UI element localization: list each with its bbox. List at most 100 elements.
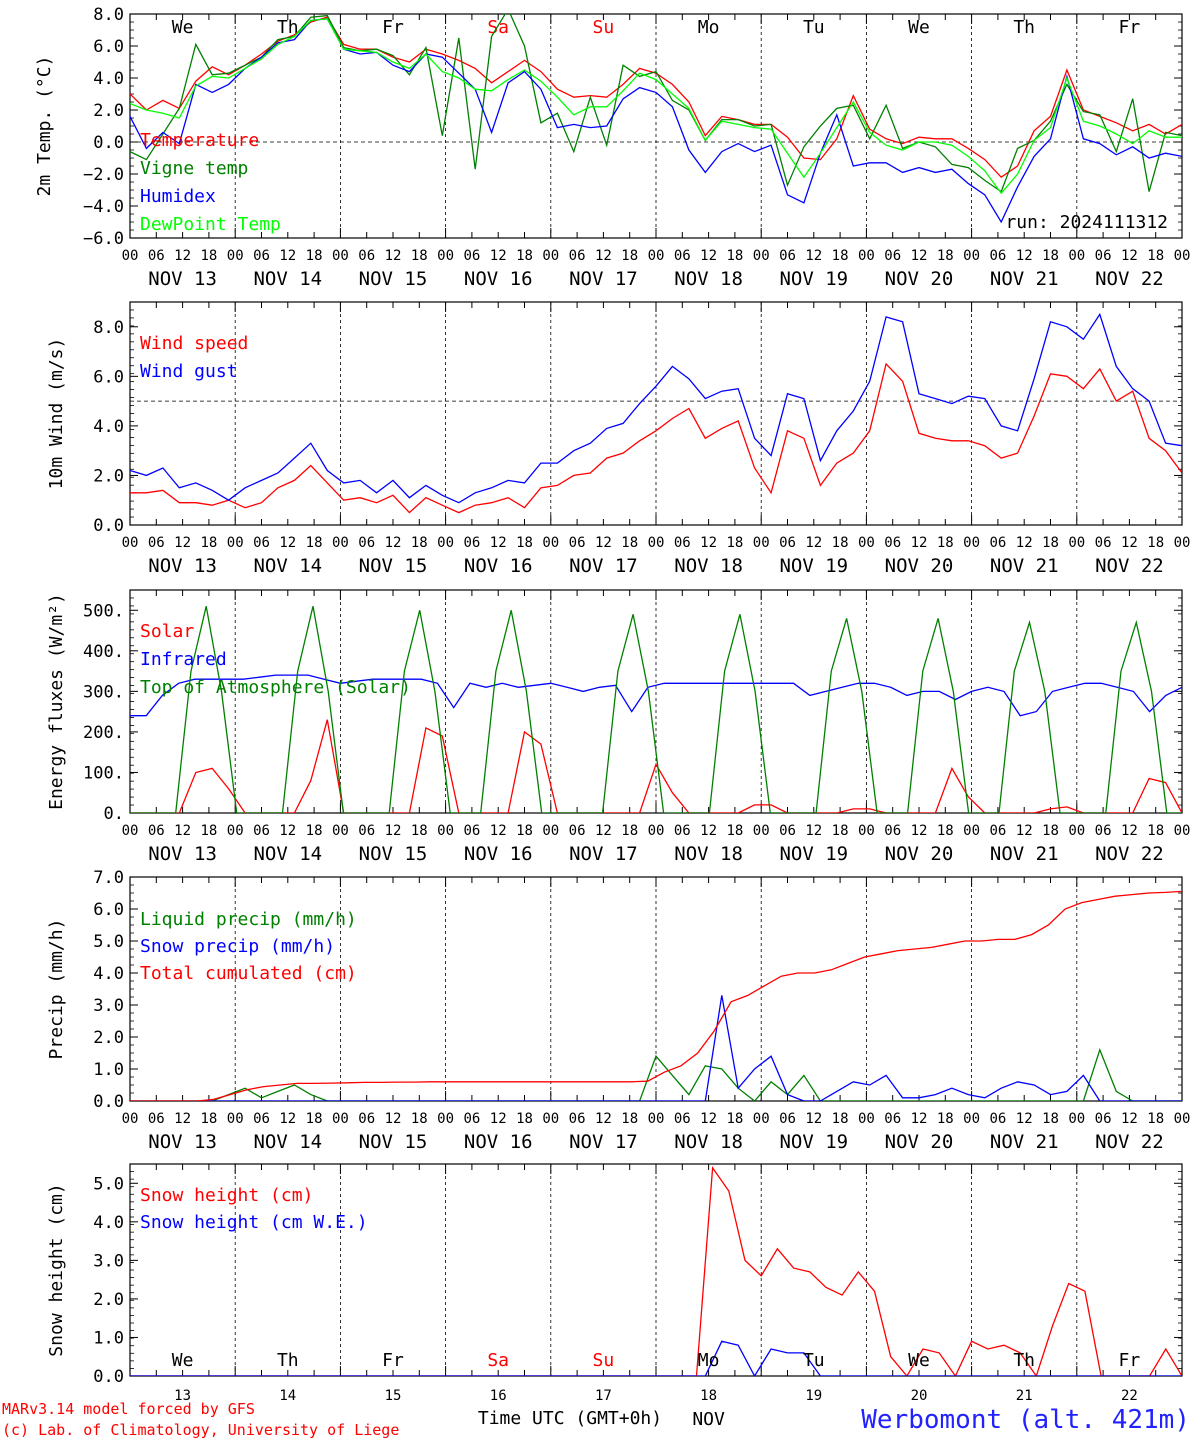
y-tick-label: 5.0 [93,1174,124,1194]
hour-tick-label: 00 [1068,823,1085,839]
plot-frame [129,13,1183,239]
series-liquid-precip-mm-h- [130,1047,1182,1101]
hour-tick-label: 06 [358,823,375,839]
y-tick-label: 5.0 [93,932,124,952]
hour-tick-label: 00 [332,248,349,264]
credit-line: MARv3.14 model forced by GFS [2,1400,255,1418]
day-label: NOV 19 [779,843,848,865]
series-top-of-atmosphere-solar- [130,606,1182,813]
day-label: NOV 13 [148,1131,217,1153]
hour-tick-label: 06 [779,535,796,551]
day-label: NOV 16 [464,1131,533,1153]
hour-tick-label: 00 [437,1111,454,1127]
hour-tick-label: 06 [358,1111,375,1127]
day-number-label: 17 [595,1388,612,1404]
y-axis-title: 2m Temp. (°C) [34,56,55,197]
day-label: NOV 18 [674,843,743,865]
day-label: NOV 19 [779,555,848,577]
hour-tick-label: 06 [674,535,691,551]
hour-tick-label: 12 [805,823,822,839]
day-label: NOV 15 [359,268,428,290]
y-tick-label: 3.0 [93,1251,124,1271]
hour-tick-label: 00 [122,1111,139,1127]
hour-tick-label: 18 [411,1111,428,1127]
hour-tick-label: 06 [463,823,480,839]
hour-tick-label: 12 [1121,535,1138,551]
hour-tick-label: 00 [542,823,559,839]
hour-tick-label: 00 [1068,535,1085,551]
day-label: NOV 22 [1095,1131,1164,1153]
hour-tick-label: 12 [490,535,507,551]
hour-tick-label: 12 [700,248,717,264]
hour-tick-label: 12 [595,1111,612,1127]
hour-tick-label: 06 [674,1111,691,1127]
hour-tick-label: 00 [227,823,244,839]
weekday-label: We [908,17,930,38]
hour-tick-label: 06 [779,823,796,839]
hour-tick-label: 06 [884,248,901,264]
y-tick-label: 0.0 [93,133,124,153]
series-total-cumulated-cm- [130,890,1182,1101]
hour-tick-label: 00 [227,535,244,551]
weekday-label: Mo [698,17,720,38]
hour-tick-label: 06 [779,1111,796,1127]
day-label: NOV 15 [359,555,428,577]
hour-tick-label: 00 [963,823,980,839]
hour-tick-label: 12 [911,248,928,264]
hour-tick-label: 06 [884,823,901,839]
hour-tick-label: 18 [1042,248,1059,264]
weekday-label: Sa [487,1350,509,1371]
day-label: NOV 17 [569,1131,638,1153]
hour-tick-label: 06 [148,248,165,264]
hour-tick-label: 18 [726,1111,743,1127]
hour-tick-label: 18 [726,248,743,264]
day-label: NOV 22 [1095,268,1164,290]
hour-tick-label: 00 [437,535,454,551]
day-label: NOV 16 [464,843,533,865]
hour-tick-label: 06 [358,535,375,551]
hour-tick-label: 12 [700,535,717,551]
hour-tick-label: 00 [437,823,454,839]
day-number-label: 20 [911,1388,928,1404]
day-label: NOV 17 [569,843,638,865]
day-label: NOV 16 [464,555,533,577]
hour-tick-label: 12 [279,823,296,839]
y-tick-label: 4.0 [93,964,124,984]
hour-tick-label: 18 [832,248,849,264]
y-tick-label: 3.0 [93,996,124,1016]
day-label: NOV 21 [990,843,1059,865]
hour-tick-label: 06 [1095,535,1112,551]
y-tick-label: 100. [83,763,124,783]
hour-tick-label: 18 [411,248,428,264]
y-tick-label: −4.0 [83,197,124,217]
day-label: NOV 22 [1095,843,1164,865]
series-solar [130,719,1182,813]
day-number-label: 16 [490,1388,507,1404]
hour-tick-label: 18 [937,1111,954,1127]
hour-tick-label: 06 [1095,1111,1112,1127]
hour-tick-label: 18 [306,823,323,839]
hour-tick-label: 06 [148,823,165,839]
hour-tick-label: 18 [1147,535,1164,551]
hour-tick-label: 06 [884,1111,901,1127]
y-tick-label: 2.0 [93,1290,124,1310]
hour-tick-label: 18 [621,535,638,551]
hour-tick-label: 06 [1095,823,1112,839]
hour-tick-label: 12 [1121,248,1138,264]
y-tick-label: 4.0 [93,417,124,437]
hour-tick-label: 12 [490,248,507,264]
hour-tick-label: 12 [911,535,928,551]
hour-tick-label: 18 [832,535,849,551]
series-dewpoint-temp [130,18,1182,195]
plot-frame [129,589,1183,814]
day-label: NOV 13 [148,843,217,865]
hour-tick-label: 00 [1068,1111,1085,1127]
hour-tick-label: 18 [516,1111,533,1127]
day-label: NOV 21 [990,268,1059,290]
hour-tick-label: 12 [1016,823,1033,839]
weekday-label: Th [277,1350,299,1371]
day-label: NOV 14 [253,843,322,865]
hour-tick-label: 12 [385,1111,402,1127]
hour-tick-label: 18 [200,1111,217,1127]
panel-wind: 8.0 6.0 4.0 2.0 0.0 10m Wind (m/s) 00 06 12 18 00 0… [46,301,1190,577]
